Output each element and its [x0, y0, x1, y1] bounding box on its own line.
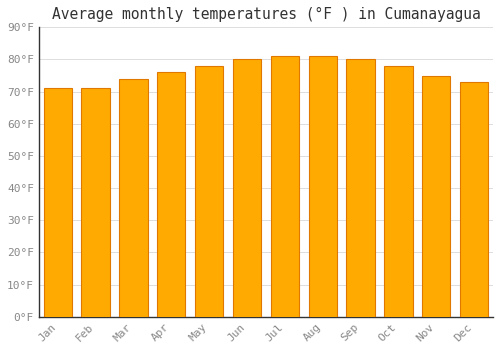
Bar — [44, 89, 72, 317]
Title: Average monthly temperatures (°F ) in Cumanayagua: Average monthly temperatures (°F ) in Cu… — [52, 7, 480, 22]
Bar — [195, 66, 224, 317]
Bar — [82, 89, 110, 317]
Bar — [308, 56, 337, 317]
Bar — [384, 66, 412, 317]
Bar — [119, 79, 148, 317]
Bar — [460, 82, 488, 317]
Bar — [346, 60, 375, 317]
Bar — [270, 56, 299, 317]
Bar — [157, 72, 186, 317]
Bar — [422, 76, 450, 317]
Bar — [233, 60, 261, 317]
